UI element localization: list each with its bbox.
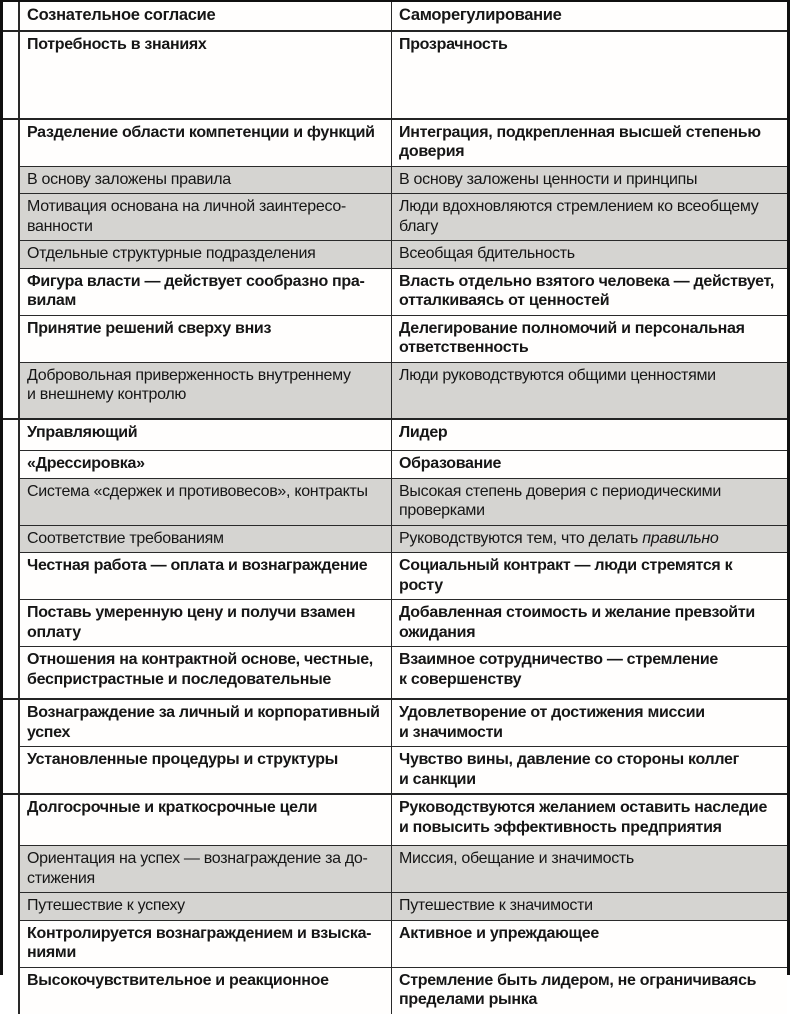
table-row: Разделение области компетенции и функций… — [20, 119, 787, 166]
table-row: Добровольная приверженность внутреннему … — [20, 361, 787, 418]
row-group: Долгосрочные и краткосрочные цели Руковод… — [3, 793, 787, 1014]
table-row: Контролируется вознаграждением и взыска-… — [20, 919, 787, 967]
cell-left: Принятие решений сверху вниз — [20, 315, 392, 362]
table-row: Честная работа — оплата и вознаграждение… — [20, 552, 787, 599]
cell-right: Интеграция, подкрепленная высшей степень… — [399, 123, 761, 161]
table-row: Соответствие требованиям Руководствуются … — [20, 524, 787, 553]
group-gutter — [3, 419, 20, 698]
cell-right: Стремление быть лидером, не ограничиваяс… — [399, 971, 757, 1009]
cell-right: Образование — [399, 454, 502, 472]
table-row: Вознаграждение за личный и корпоративный… — [20, 700, 787, 746]
cell-left: Поставь умеренную цену и получи взамен о… — [20, 600, 392, 646]
table-row: «Дрессировка» Образование — [20, 449, 787, 478]
cell-left: Соответствие требованиям — [20, 525, 392, 552]
cell-left: Путешествие к успеху — [20, 893, 392, 920]
cell-right: Власть отдельно взятого человека — дейст… — [399, 272, 775, 310]
group-gutter — [3, 2, 20, 30]
cell-right: Люди руководствуются общими ценностями — [399, 366, 716, 384]
table-row: Путешествие к успеху Путешествие к значим… — [20, 892, 787, 920]
cell-right: Лидер — [399, 423, 448, 441]
cell-right: Активное и упреждающее — [399, 924, 599, 942]
cell-left: Высокочувствительное и реакционное — [20, 967, 392, 1014]
cell-left: Управляющий — [20, 419, 392, 450]
cell-left: Честная работа — оплата и вознаграждение — [20, 553, 392, 599]
header-row-group: Сознательное согласие Саморегулирование — [3, 2, 787, 30]
header-row: Сознательное согласие Саморегулирование — [20, 2, 787, 30]
cell-left: Долгосрочные и краткосрочные цели — [20, 795, 392, 845]
table-row: В основу заложены правила В основу заложе… — [20, 165, 787, 193]
table-row: Долгосрочные и краткосрочные цели Руковод… — [20, 795, 787, 845]
table-row: Потребность в знаниях Прозрачность — [20, 31, 787, 118]
table-row: Отдельные структурные подразделения Всеоб… — [20, 240, 787, 268]
row-group: Потребность в знаниях Прозрачность — [3, 29, 787, 118]
cell-right: Взаимное сотрудничество — стремление к с… — [399, 651, 718, 688]
cell-right: Высокая степень доверия с периодическими… — [399, 482, 722, 520]
cell-left: Фигура власти — действует сообразно пра-… — [20, 268, 392, 315]
cell-right: Удовлетворение от достижения миссии и зн… — [399, 704, 705, 741]
cell-text: Руководствуются тем, что делать — [399, 529, 643, 547]
cell-right: Миссия, обещание и значимость — [399, 850, 634, 867]
header-cell-right: Саморегулирование — [399, 6, 562, 24]
table-row: Поставь умеренную цену и получи взамен о… — [20, 599, 787, 646]
table-row: Принятие решений сверху вниз Делегировани… — [20, 314, 787, 362]
cell-right: Добавленная стоимость и желание превзойт… — [399, 604, 755, 641]
table-row: Система «сдержек и противовесов», контра… — [20, 477, 787, 525]
cell-left: «Дрессировка» — [20, 450, 392, 478]
table-row: Высокочувствительное и реакционное Стремл… — [20, 966, 787, 1014]
cell-left: Система «сдержек и противовесов», контра… — [20, 478, 392, 525]
cell-left: Потребность в знаниях — [20, 31, 392, 118]
table-row: Ориентация на успех — вознаграждение за … — [20, 845, 787, 892]
cell-left: В основу заложены правила — [20, 166, 392, 193]
cell-left: Контролируется вознаграждением и взыска-… — [20, 920, 392, 967]
row-group: Вознаграждение за личный и корпоративный… — [3, 698, 787, 793]
row-group: Управляющий Лидер «Дрессировка» Образование… — [3, 417, 787, 698]
cell-left: Добровольная приверженность внутреннему … — [20, 362, 392, 418]
cell-right: Социальный контракт — люди стремятся к р… — [399, 557, 733, 594]
cell-right: Чувство вины, давление со стороны коллег… — [399, 751, 740, 788]
header-cell-left: Сознательное согласие — [20, 2, 392, 30]
group-gutter — [3, 795, 20, 1014]
table-row: Установленные процедуры и структуры Чувст… — [20, 746, 787, 793]
cell-left: Вознаграждение за личный и корпоративный… — [20, 700, 392, 746]
table-row: Управляющий Лидер — [20, 419, 787, 450]
group-gutter — [3, 700, 20, 793]
group-gutter — [3, 119, 20, 418]
table-row: Отношения на контрактной основе, честные… — [20, 646, 787, 698]
group-gutter — [3, 31, 20, 118]
table-row: Мотивация основана на личной заинтересо-… — [20, 193, 787, 240]
cell-right: Делегирование полномочий и персональная … — [399, 319, 745, 357]
cell-left: Отношения на контрактной основе, честные… — [20, 647, 392, 698]
cell-right: Люди вдохновляются стремлением ко всеобщ… — [399, 198, 759, 235]
cell-right: Всеобщая бдительность — [399, 245, 575, 262]
cell-text-italic: правильно — [642, 529, 719, 547]
table-row: Фигура власти — действует сообразно пра-… — [20, 267, 787, 315]
cell-left: Установленные процедуры и структуры — [20, 747, 392, 793]
cell-right: Путешествие к значимости — [399, 897, 593, 914]
cell-left: Разделение области компетенции и функций — [20, 119, 392, 166]
cell-left: Отдельные структурные подразделения — [20, 241, 392, 268]
cell-right: Прозрачность — [399, 35, 508, 53]
cell-left: Ориентация на успех — вознаграждение за … — [20, 846, 392, 892]
cell-right: Руководствуются тем, что делать правильн… — [392, 526, 787, 553]
row-group: Разделение области компетенции и функций… — [3, 117, 787, 418]
cell-left: Мотивация основана на личной заинтересо-… — [20, 194, 392, 240]
cell-right: В основу заложены ценности и принципы — [399, 170, 698, 188]
cell-right: Руководствуются желанием оставить наслед… — [399, 799, 768, 836]
